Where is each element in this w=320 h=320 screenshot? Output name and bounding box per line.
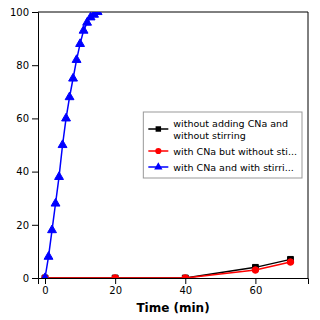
y-tick-mark (32, 225, 38, 226)
legend-swatch (156, 126, 161, 131)
y-tick: 80 (16, 60, 38, 71)
y-tick: 0 (23, 273, 38, 284)
y-tick-label: 100 (10, 7, 29, 18)
y-axis: 0 20 40 60 80 100 (10, 7, 39, 284)
y-tick-label: 80 (16, 60, 29, 71)
series-marker (93, 12, 102, 15)
x-tick: 0 (42, 278, 48, 296)
plot: 0 20 40 60 0 20 40 60 80 100 Time (min) without add… (10, 7, 309, 315)
x-axis-title: Time (min) (136, 301, 209, 315)
y-tick-mark (32, 172, 38, 173)
frame (308, 12, 309, 278)
series-marker (76, 39, 85, 47)
y-tick-mark (32, 12, 38, 13)
series-marker (65, 92, 74, 100)
series-line (45, 262, 290, 278)
series-marker (287, 259, 294, 266)
x-tick-label: 40 (179, 285, 192, 296)
x-tick-mark (185, 278, 186, 284)
series-marker (44, 252, 53, 260)
y-tick-mark (32, 65, 38, 66)
x-axis-line (39, 279, 309, 285)
y-tick-label: 60 (16, 113, 29, 124)
series-marker (69, 73, 78, 81)
y-tick: 100 (10, 7, 38, 18)
series-marker (182, 275, 188, 278)
legend-swatch (154, 162, 162, 169)
x-tick-mark (115, 278, 116, 284)
y-tick-label: 20 (16, 220, 29, 231)
series-marker (62, 113, 71, 121)
series-marker (252, 267, 259, 274)
series-line (45, 12, 98, 278)
x-tick: 20 (109, 278, 122, 296)
legend-frame (143, 112, 302, 178)
y-tick: 60 (16, 113, 38, 124)
y-axis-line (32, 13, 39, 279)
x-axis: 0 20 40 60 (39, 278, 309, 296)
frame (38, 12, 308, 13)
y-tick: 40 (16, 166, 38, 177)
legend-swatch (155, 148, 161, 154)
y-tick-mark (32, 278, 38, 279)
legend-label: without adding CNa andwithout stirring (173, 118, 288, 141)
series-marker (58, 140, 67, 148)
legend-label: with CNa and with stirri... (173, 162, 293, 173)
y-tick: 20 (16, 220, 38, 231)
series-marker (112, 275, 119, 278)
series-marker (51, 198, 60, 206)
series-marker (41, 273, 50, 278)
chart-container: 0 20 40 60 0 20 40 60 80 100 Time (min) without add… (0, 0, 320, 320)
series-marker (182, 275, 189, 278)
series-marker (79, 26, 88, 34)
x-tick-label: 60 (250, 285, 263, 296)
y-tick-mark (32, 118, 38, 119)
x-tick: 40 (179, 278, 192, 296)
chart: 0 20 40 60 0 20 40 60 80 100 Time (min) without add… (0, 0, 320, 320)
legend: without adding CNa andwithout stirring wi… (143, 112, 302, 178)
x-tick-label: 0 (42, 285, 48, 296)
x-tick-label: 20 (109, 285, 122, 296)
series-marker (48, 225, 57, 233)
y-tick-label: 40 (16, 166, 29, 177)
series-marker (72, 55, 81, 63)
legend-label: with CNa but without sti... (173, 146, 297, 157)
x-tick-mark (255, 278, 256, 284)
y-tick-label: 0 (23, 273, 29, 284)
series-line (45, 259, 290, 278)
x-tick: 60 (250, 278, 263, 296)
series-marker (55, 172, 64, 180)
x-tick-mark (45, 278, 46, 284)
series-marker (112, 275, 118, 278)
